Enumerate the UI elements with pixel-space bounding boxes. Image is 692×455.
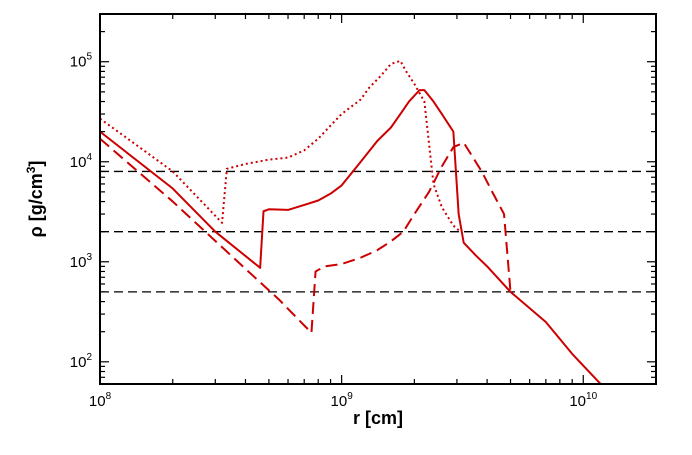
y-tick-label-1: 103 xyxy=(70,252,93,271)
x-axis-label: r [cm] xyxy=(353,408,403,428)
tick-labels: 108 109 1010 102 103 104 105 xyxy=(70,52,598,410)
y-axis-label: ρ [g/cm3] xyxy=(24,161,46,238)
reference-lines xyxy=(100,170,656,293)
y-tick-label-3: 105 xyxy=(70,52,93,71)
series-lines xyxy=(100,59,602,384)
x-tick-label-2: 1010 xyxy=(569,391,597,410)
x-tick-label-1: 109 xyxy=(331,391,354,410)
plot-frame xyxy=(99,13,657,385)
series-line-dashed xyxy=(100,137,512,334)
series-line-solid xyxy=(100,89,602,384)
y-tick-label-0: 102 xyxy=(70,352,93,371)
x-tick-label-0: 108 xyxy=(89,391,112,410)
y-tick-label-2: 104 xyxy=(70,152,93,171)
series-line-dotted xyxy=(100,59,462,233)
